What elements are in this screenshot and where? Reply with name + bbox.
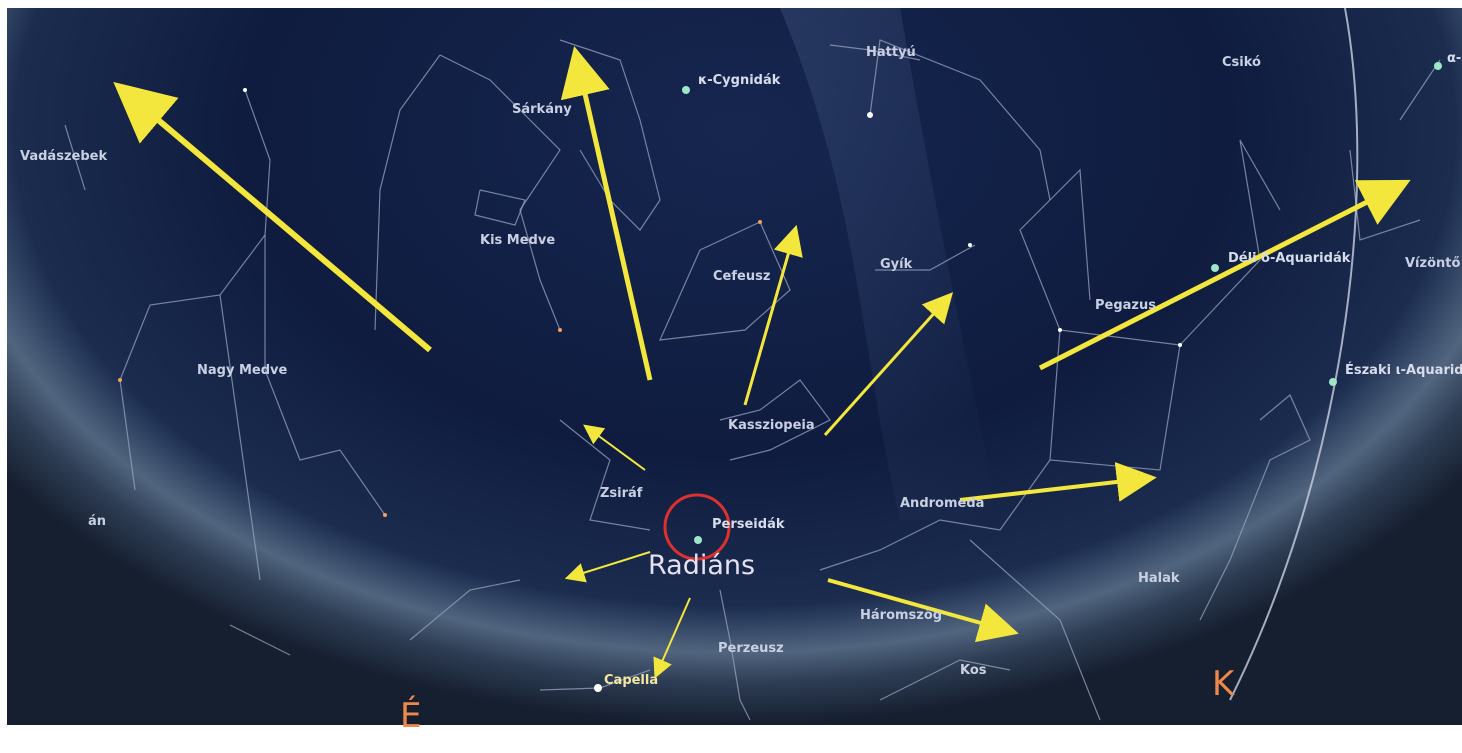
constellation-label: Háromszög	[860, 608, 942, 623]
constellation-label: Vadászebek	[20, 149, 107, 164]
star	[594, 684, 602, 692]
constellation-label: Nagy Medve	[197, 363, 287, 378]
constellation-label: Sárkány	[512, 102, 572, 117]
meteor-shower-label: Déli δ-Aquaridák	[1228, 251, 1351, 266]
meteor-shower-label: α-	[1447, 51, 1461, 66]
star	[383, 513, 387, 517]
meteor-shower-label: κ-Cygnidák	[698, 73, 781, 88]
constellation-label: Csikó	[1222, 55, 1261, 70]
star	[1178, 343, 1182, 347]
star	[1058, 328, 1062, 332]
constellation-label: Gyík	[880, 257, 913, 272]
sky-map: Vadászebek Sárkány Hattyú Csikó Kis Medv…	[0, 0, 1462, 753]
meteor-shower-label: Perseidák	[712, 517, 785, 532]
constellation-label: Kis Medve	[480, 233, 555, 248]
star	[1329, 378, 1337, 386]
direction-label: É	[400, 695, 421, 736]
constellation-label: Kassziopeia	[728, 418, 815, 433]
star	[867, 112, 873, 118]
star-label: Capella	[604, 673, 658, 688]
constellation-label: Kos	[960, 663, 987, 678]
star	[243, 88, 247, 92]
star	[558, 328, 562, 332]
constellation-label: Cefeusz	[713, 269, 770, 284]
constellation-label: án	[88, 514, 106, 529]
constellation-label: Andromeda	[900, 496, 984, 511]
star	[694, 536, 702, 544]
page: Vadászebek Sárkány Hattyú Csikó Kis Medv…	[0, 0, 1462, 753]
star	[1434, 62, 1442, 70]
constellation-label: Vízöntő	[1405, 256, 1460, 271]
direction-label: K	[1212, 664, 1236, 704]
star	[968, 243, 972, 247]
constellation-label: Halak	[1138, 571, 1180, 586]
star	[1211, 264, 1219, 272]
star	[758, 220, 762, 224]
radiant-label: Radiáns	[648, 550, 755, 581]
constellation-label: Zsiráf	[600, 486, 643, 501]
meteor-shower-label: Északi ι-Aquaridák	[1345, 362, 1462, 378]
star	[118, 378, 122, 382]
constellation-label: Hattyú	[866, 45, 916, 60]
star	[682, 86, 690, 94]
constellation-label: Pegazus	[1095, 298, 1156, 313]
constellation-label: Perzeusz	[718, 641, 784, 656]
